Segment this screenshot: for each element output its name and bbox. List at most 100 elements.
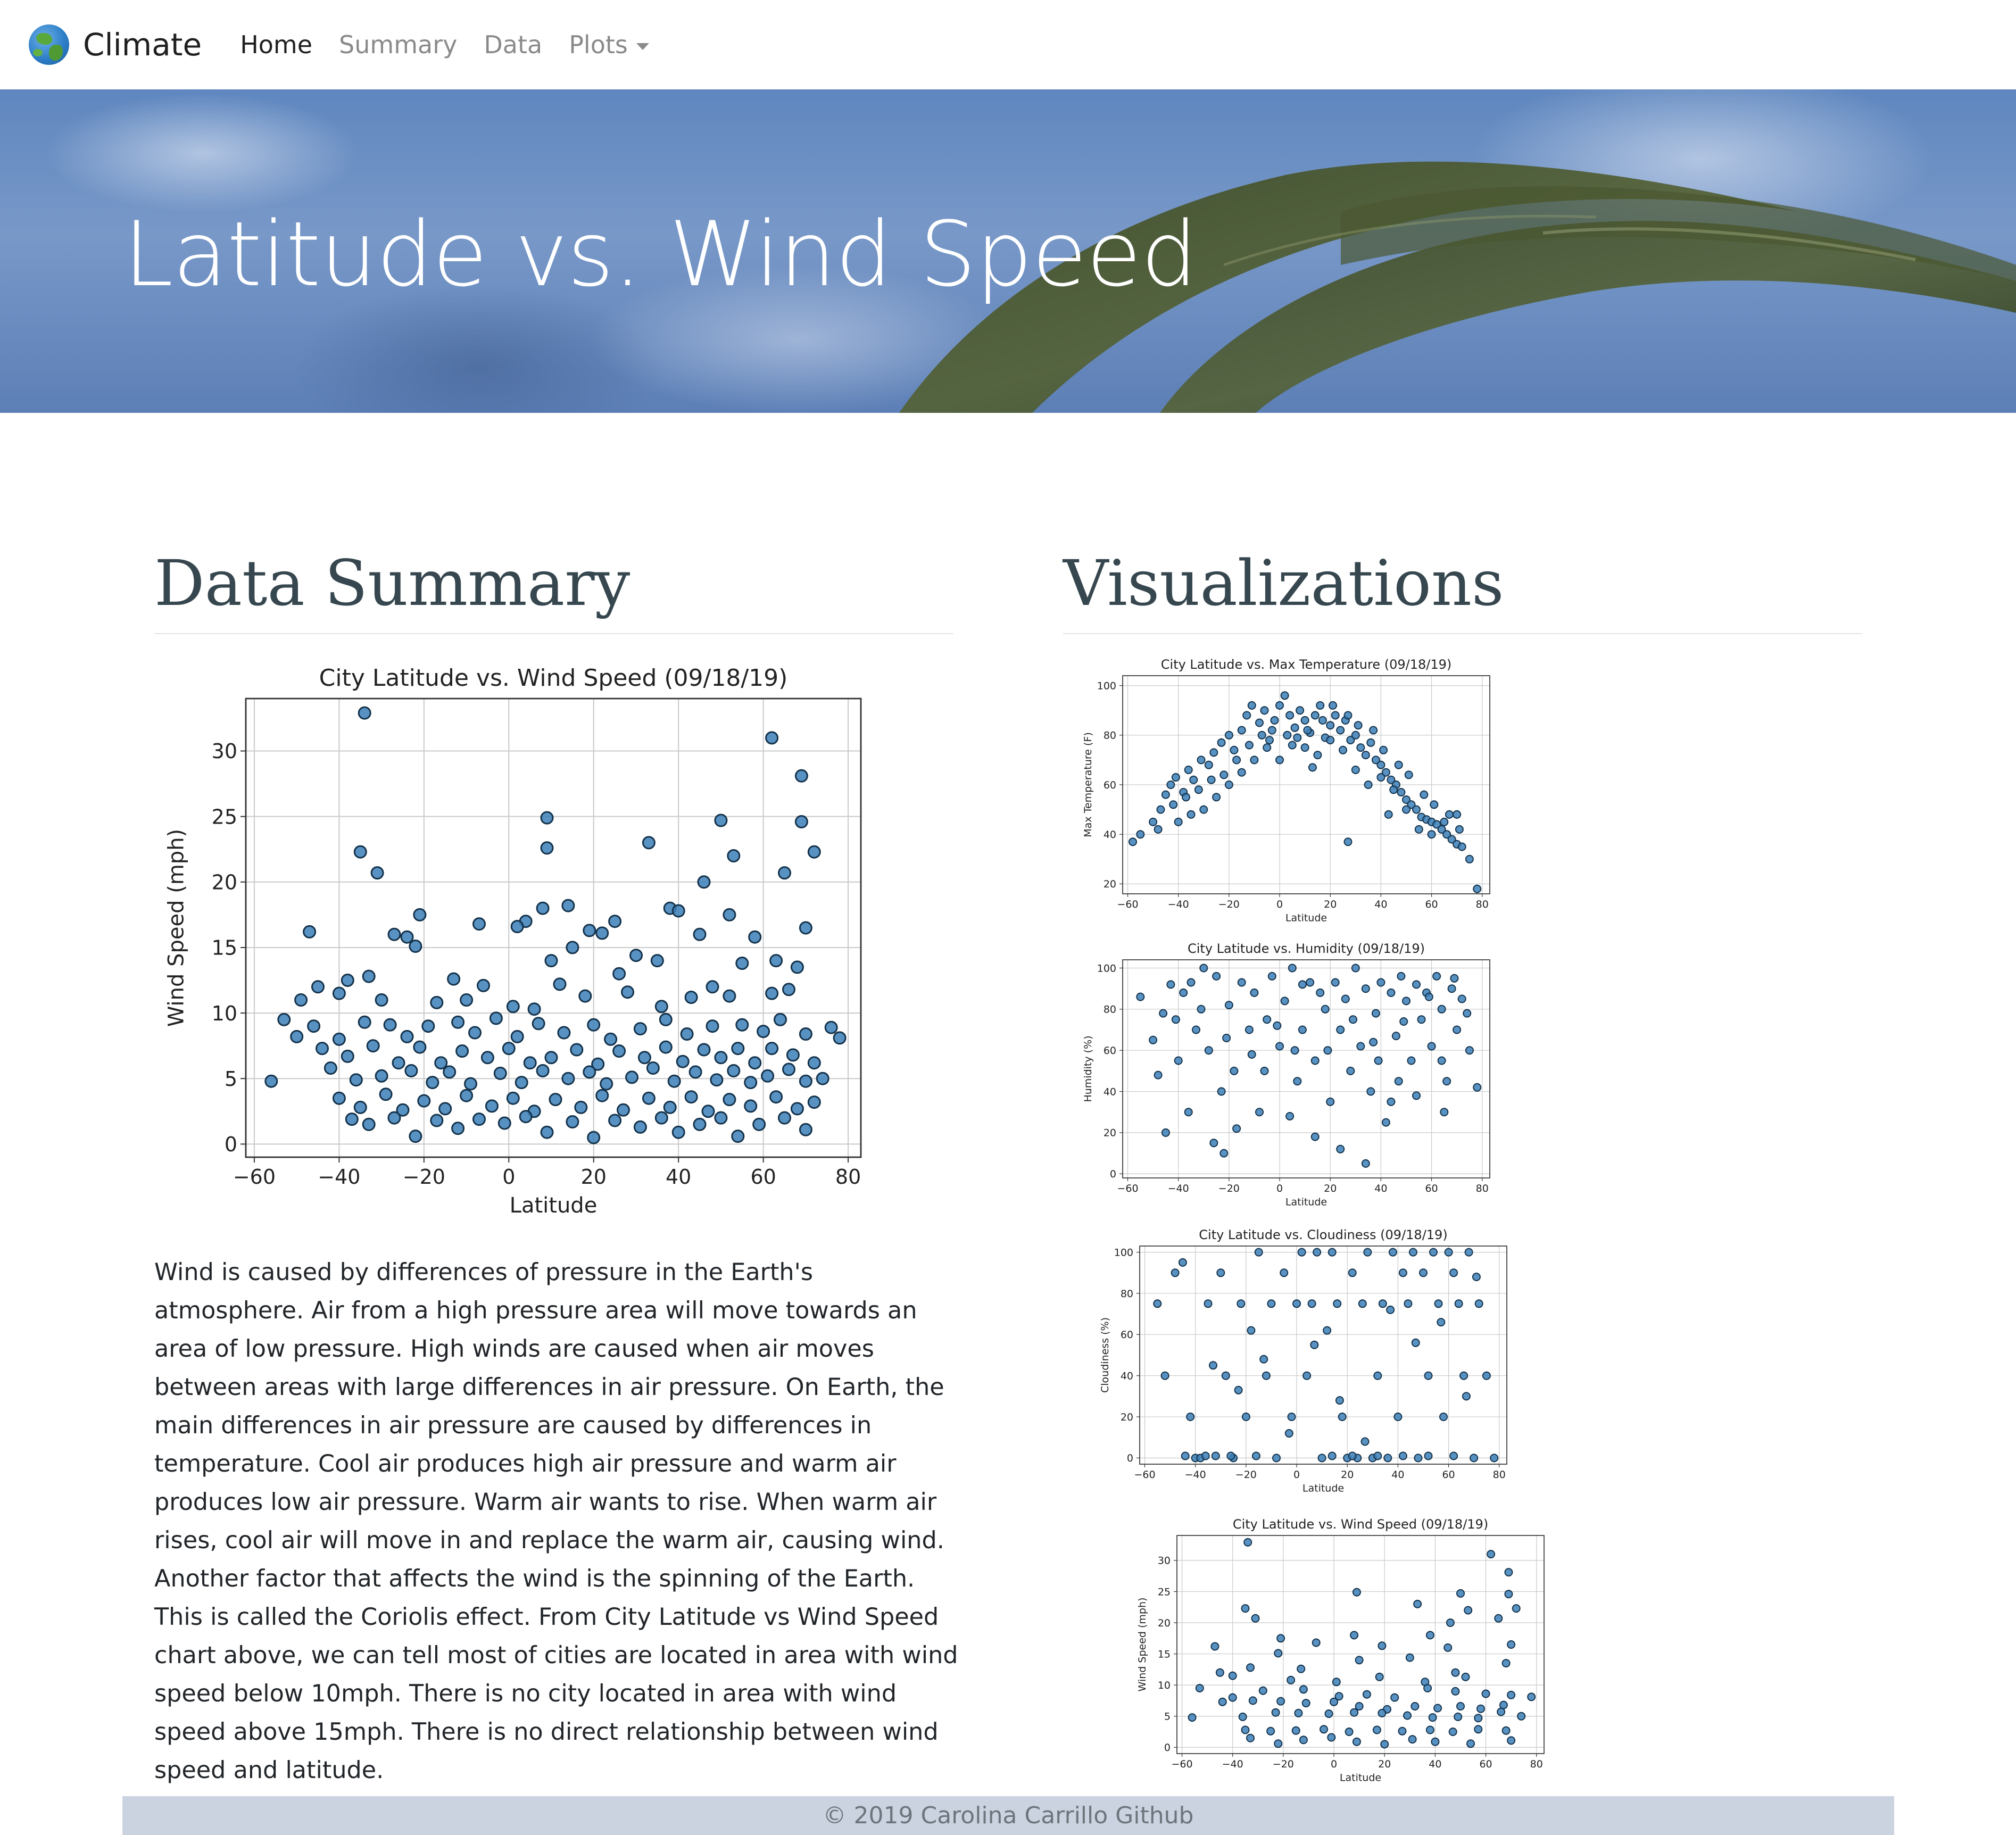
thumbnail-wind-speed[interactable]: −60 −40 −20 0 20 40 60 80 0 5 10 15 20 25 30 City Latit… xyxy=(1123,1514,1554,1791)
nav-plots-label: Plots xyxy=(569,30,628,59)
scatter-point xyxy=(671,1125,685,1139)
scatter-point xyxy=(1310,1132,1320,1141)
thumbnail-humidity[interactable]: −60 −40 −20 0 20 40 60 80 0 20 40 60 80 100 City Latit… xyxy=(1068,939,1499,1215)
scatter-point xyxy=(1195,1684,1204,1692)
thumbnail-cloudiness[interactable]: −60 −40 −20 0 20 40 60 80 0 20 40 60 80 100 City Latit… xyxy=(1085,1225,1516,1501)
scatter-point xyxy=(1300,743,1309,752)
scatter-point xyxy=(1386,1305,1395,1314)
scatter-point xyxy=(799,1074,812,1088)
scatter-point xyxy=(1215,1668,1224,1677)
scatter-point xyxy=(566,1115,579,1128)
scatter-point xyxy=(612,967,626,981)
scatter-point xyxy=(1355,1656,1364,1665)
caret-down-icon xyxy=(636,43,649,50)
scatter-point xyxy=(621,985,634,999)
scatter-point xyxy=(778,866,791,880)
scatter-point xyxy=(443,1065,457,1079)
scatter-point xyxy=(544,1051,558,1065)
scatter-point xyxy=(1275,701,1284,710)
scatter-point xyxy=(1378,1708,1387,1717)
footer-copyright-link[interactable]: © 2019 Carolina Carrillo Github xyxy=(823,1802,1194,1829)
scatter-point xyxy=(1251,1451,1260,1460)
scatter-point xyxy=(1463,1009,1472,1018)
scatter-point xyxy=(1381,768,1390,777)
scatter-point xyxy=(1350,1708,1359,1717)
scatter-point xyxy=(1431,1737,1440,1746)
scatter-point xyxy=(731,1130,745,1143)
scatter-point xyxy=(1154,825,1163,834)
x-tick-label: −60 xyxy=(1117,1183,1138,1194)
scatter-point xyxy=(765,731,779,745)
nav-plots-dropdown[interactable]: Plots xyxy=(569,30,649,59)
scatter-point xyxy=(1159,1009,1168,1018)
scatter-point xyxy=(1207,775,1216,784)
scatter-point xyxy=(752,1117,766,1131)
scatter-point xyxy=(506,1091,520,1105)
scatter-point xyxy=(1316,701,1325,710)
x-tick-label: 0 xyxy=(1276,1183,1283,1194)
scatter-point xyxy=(1291,1726,1300,1735)
scatter-point xyxy=(1331,711,1340,720)
x-tick-label: −60 xyxy=(233,1165,276,1189)
scatter-point xyxy=(472,917,486,931)
scatter-point xyxy=(1230,745,1239,754)
data-summary-heading: Data Summary xyxy=(154,546,630,620)
y-tick-label: 0 xyxy=(1127,1452,1133,1464)
scatter-point xyxy=(1501,1659,1511,1668)
scatter-point xyxy=(1404,770,1413,779)
x-axis-label: Latitude xyxy=(1340,1772,1381,1784)
scatter-point xyxy=(1267,1299,1276,1308)
scatter-point xyxy=(1255,1108,1264,1117)
scatter-point xyxy=(1335,1396,1344,1405)
scatter-point xyxy=(587,1018,601,1032)
scatter-point xyxy=(578,989,592,1003)
scatter-point xyxy=(1428,1713,1437,1722)
scatter-point xyxy=(1287,1413,1296,1421)
scatter-point xyxy=(748,930,762,944)
scatter-point xyxy=(1237,1299,1246,1308)
scatter-point xyxy=(1201,1451,1210,1460)
scatter-point xyxy=(1507,1736,1516,1745)
x-axis-label: Latitude xyxy=(1302,1483,1344,1494)
scatter-point xyxy=(1402,805,1411,814)
scatter-point xyxy=(1194,785,1203,794)
scatter-point xyxy=(1527,1692,1536,1701)
scatter-point xyxy=(1224,730,1233,740)
x-tick-label: 60 xyxy=(750,1165,776,1189)
scatter-point xyxy=(1247,1326,1256,1335)
x-tick-label: 0 xyxy=(1293,1469,1300,1481)
scatter-point xyxy=(1427,1042,1436,1051)
scatter-point xyxy=(1404,1299,1413,1308)
scatter-point xyxy=(1293,1077,1302,1086)
scatter-point xyxy=(460,993,474,1007)
scatter-point xyxy=(1376,773,1386,782)
scatter-point xyxy=(637,1051,651,1065)
scatter-point xyxy=(735,957,749,970)
scatter-point xyxy=(400,1029,414,1043)
scatter-point xyxy=(341,1049,354,1063)
scatter-point xyxy=(1237,978,1246,987)
scatter-point xyxy=(1474,1299,1483,1308)
scatter-point xyxy=(1276,1634,1285,1643)
scatter-point xyxy=(1352,1737,1361,1746)
scatter-point xyxy=(1301,1699,1310,1708)
scatter-point xyxy=(1310,1056,1320,1065)
nav-data[interactable]: Data xyxy=(484,30,543,59)
scatter-point xyxy=(1345,1728,1354,1736)
scatter-point xyxy=(1160,1371,1169,1380)
scatter-point xyxy=(404,1064,418,1077)
scatter-point xyxy=(523,1056,537,1070)
scatter-point xyxy=(1355,1702,1364,1711)
scatter-point xyxy=(1446,1618,1455,1627)
thumbnail-max-temperature[interactable]: −60 −40 −20 0 20 40 60 80 20 40 60 80 100 City Latitu… xyxy=(1068,654,1499,931)
scatter-point xyxy=(1216,1268,1225,1277)
nav-summary[interactable]: Summary xyxy=(339,30,458,59)
scatter-point xyxy=(794,769,808,783)
chart-title: City Latitude vs. Wind Speed (09/18/19) xyxy=(319,665,788,692)
scatter-point xyxy=(1250,755,1259,765)
scatter-point xyxy=(1288,964,1297,973)
y-tick-label: 5 xyxy=(225,1067,237,1091)
brand-link[interactable]: Climate xyxy=(29,24,202,65)
scatter-point xyxy=(1260,1066,1269,1075)
nav-home[interactable]: Home xyxy=(240,30,313,59)
